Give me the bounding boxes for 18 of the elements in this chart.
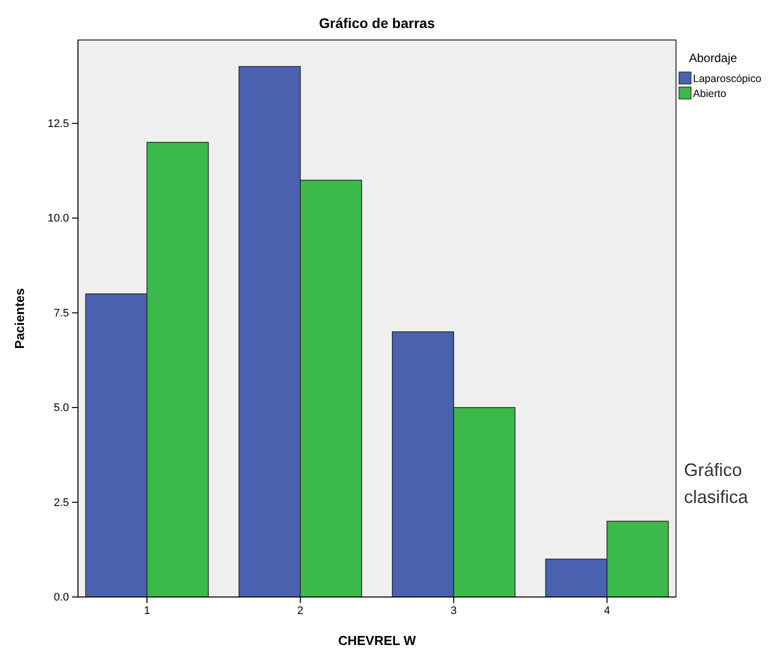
x-tick-label: 4 [604,604,610,617]
x-axis-title: CHEVREL W [338,633,417,648]
y-tick-label: 2.5 [54,496,69,509]
y-tick-label: 12.5 [48,118,69,130]
legend-label: Abierto [693,88,726,100]
legend-title: Abordaje [689,51,738,65]
y-axis-title: Pacientes [12,288,27,349]
x-tick-label: 2 [297,604,304,617]
y-tick-label: 5.0 [54,402,69,414]
text: clasifica [684,487,750,507]
x-tick-label: 3 [450,604,457,617]
y-tick-label: 10.0 [48,212,69,225]
x-tick-label: 1 [144,604,150,617]
text: Gráfico [684,460,742,480]
y-tick-label: 7.5 [54,307,69,320]
legend-label: Laparoscópico [693,73,762,85]
y-tick-label: 0.0 [54,592,69,604]
chart-title: Gráfico de barras [319,15,436,31]
